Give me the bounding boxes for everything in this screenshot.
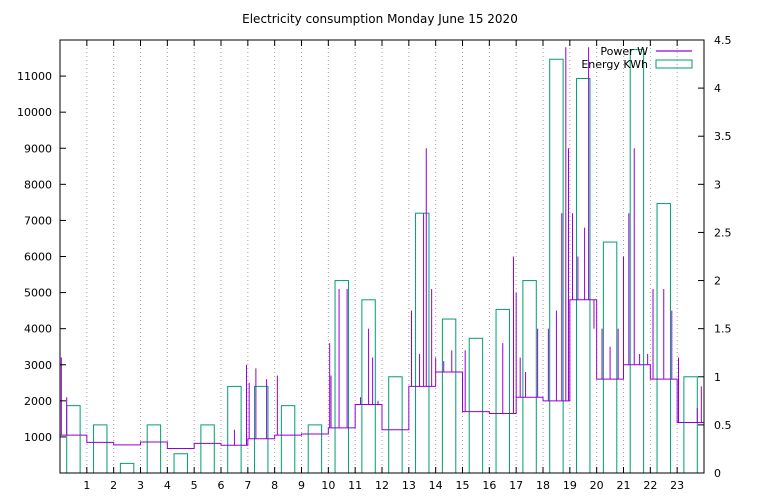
legend-energy-swatch [655, 59, 693, 69]
y2-tick-label: 0 [714, 467, 721, 480]
energy-bar [254, 385, 269, 474]
x-tick-label: 8 [271, 479, 278, 492]
x-tick-label: 13 [402, 479, 416, 492]
x-tick-label: 4 [164, 479, 171, 492]
y2-tick-label: 3.5 [714, 130, 732, 143]
energy-bar [549, 58, 564, 474]
energy-bar [93, 424, 108, 474]
y-tick-label: 10000 [17, 106, 52, 119]
power-line [60, 47, 704, 449]
x-axis: 1 2 3 4 5 6 7 8 9 10 11 12 13 14 15 16 17 18 19 20 21 22 23 [83, 40, 684, 492]
energy-bar [146, 424, 162, 474]
y2-tick-label: 1 [714, 371, 721, 384]
y-tick-label: 6000 [24, 251, 52, 264]
y-axis-left: 1000 2000 3000 4000 5000 6000 7000 8000 9000 1000… [17, 70, 66, 444]
energy-bar [388, 376, 403, 474]
legend-power-label: Power W [600, 45, 648, 58]
x-tick-label: 3 [137, 479, 144, 492]
y2-tick-label: 0.5 [714, 419, 732, 432]
energy-bar [200, 424, 215, 474]
y-tick-label: 11000 [17, 70, 52, 83]
power-baseline [60, 299, 704, 449]
y-tick-label: 4000 [24, 323, 52, 336]
x-tick-label: 7 [244, 479, 251, 492]
y2-tick-label: 4.5 [714, 34, 732, 47]
x-tick-label: 6 [218, 479, 225, 492]
legend: Power W Energy KWh [581, 45, 693, 71]
y-tick-label: 2000 [24, 395, 52, 408]
energy-bar [119, 462, 135, 474]
energy-bar [415, 212, 430, 474]
y-axis-right: 0 0.5 1 1.5 2 2.5 3 3.5 4 4.5 [698, 34, 732, 480]
legend-energy-label: Energy KWh [581, 58, 648, 71]
y-tick-label: 1000 [24, 431, 52, 444]
x-tick-label: 12 [375, 479, 389, 492]
energy-bar [441, 318, 457, 474]
x-tick-label: 22 [643, 479, 657, 492]
x-tick-label: 19 [563, 479, 577, 492]
x-tick-label: 9 [298, 479, 305, 492]
x-tick-label: 20 [590, 479, 604, 492]
energy-bar [334, 280, 349, 474]
energy-bar [66, 405, 81, 474]
x-tick-label: 21 [617, 479, 631, 492]
x-tick-label: 23 [670, 479, 684, 492]
energy-bar [522, 280, 537, 474]
y-tick-label: 3000 [24, 359, 52, 372]
energy-bar [173, 453, 188, 474]
x-tick-label: 10 [321, 479, 335, 492]
x-tick-label: 17 [509, 479, 523, 492]
energy-bar [629, 49, 645, 474]
x-tick-label: 1 [83, 479, 90, 492]
energy-bar [576, 77, 591, 474]
x-tick-label: 15 [456, 479, 470, 492]
x-tick-label: 16 [482, 479, 496, 492]
chart-title: Electricity consumption Monday June 15 2… [242, 12, 518, 26]
y-tick-label: 9000 [24, 142, 52, 155]
energy-bar [280, 405, 296, 474]
y2-tick-label: 2.5 [714, 226, 732, 239]
x-tick-label: 2 [110, 479, 117, 492]
x-tick-label: 5 [191, 479, 198, 492]
x-tick-label: 14 [429, 479, 443, 492]
y2-tick-label: 4 [714, 82, 721, 95]
energy-bar [683, 376, 698, 474]
y2-tick-label: 3 [714, 178, 721, 191]
y-tick-label: 5000 [24, 287, 52, 300]
y-tick-label: 7000 [24, 214, 52, 227]
y2-tick-label: 1.5 [714, 323, 732, 336]
x-tick-label: 18 [536, 479, 550, 492]
y-tick-label: 8000 [24, 178, 52, 191]
energy-bar [307, 424, 323, 474]
energy-bar [468, 337, 484, 474]
x-tick-label: 11 [348, 479, 362, 492]
y2-tick-label: 2 [714, 275, 721, 288]
